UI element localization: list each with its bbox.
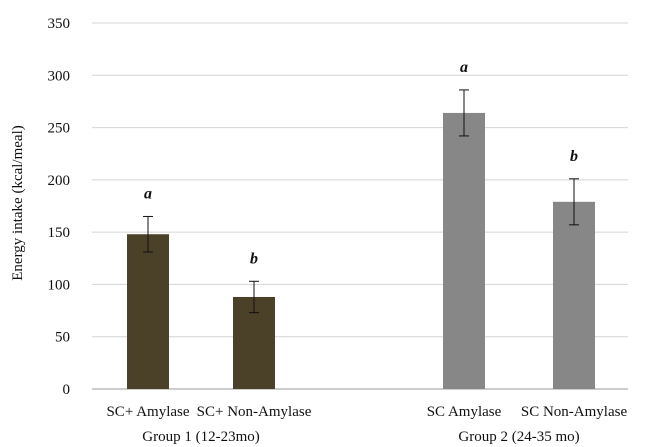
y-axis-label: Energy intake (kcal/meal) <box>10 125 26 281</box>
bar <box>553 201 595 389</box>
y-tick-label: 300 <box>48 68 71 84</box>
gridlines <box>92 22 628 390</box>
category-labels: SC+ Amylase SC+ Non-Amylase SC Amylase SC N… <box>106 404 627 445</box>
bars: a b a b <box>127 59 595 389</box>
y-tick-label: 350 <box>48 16 71 32</box>
bar <box>127 234 169 389</box>
category-label: SC Non-Amylase <box>521 404 628 420</box>
category-label: SC+ Non-Amylase <box>197 404 312 420</box>
y-tick-label: 100 <box>48 277 71 293</box>
y-tick-label: 250 <box>48 121 71 137</box>
y-tick-labels: 0 50 100 150 200 250 300 350 <box>48 16 71 398</box>
category-label: SC Amylase <box>427 404 502 420</box>
bar <box>443 112 485 389</box>
significance-label: a <box>144 185 152 202</box>
group-label: Group 2 (24-35 mo) <box>458 429 579 445</box>
y-tick-label: 0 <box>63 382 71 398</box>
y-tick-label: 50 <box>55 330 70 346</box>
significance-label: a <box>460 59 468 76</box>
y-tick-label: 150 <box>48 225 71 241</box>
significance-label: b <box>250 250 258 267</box>
category-label: SC+ Amylase <box>106 404 189 420</box>
group-label: Group 1 (12-23mo) <box>142 429 259 445</box>
y-tick-label: 200 <box>48 173 71 189</box>
significance-label: b <box>570 148 578 165</box>
